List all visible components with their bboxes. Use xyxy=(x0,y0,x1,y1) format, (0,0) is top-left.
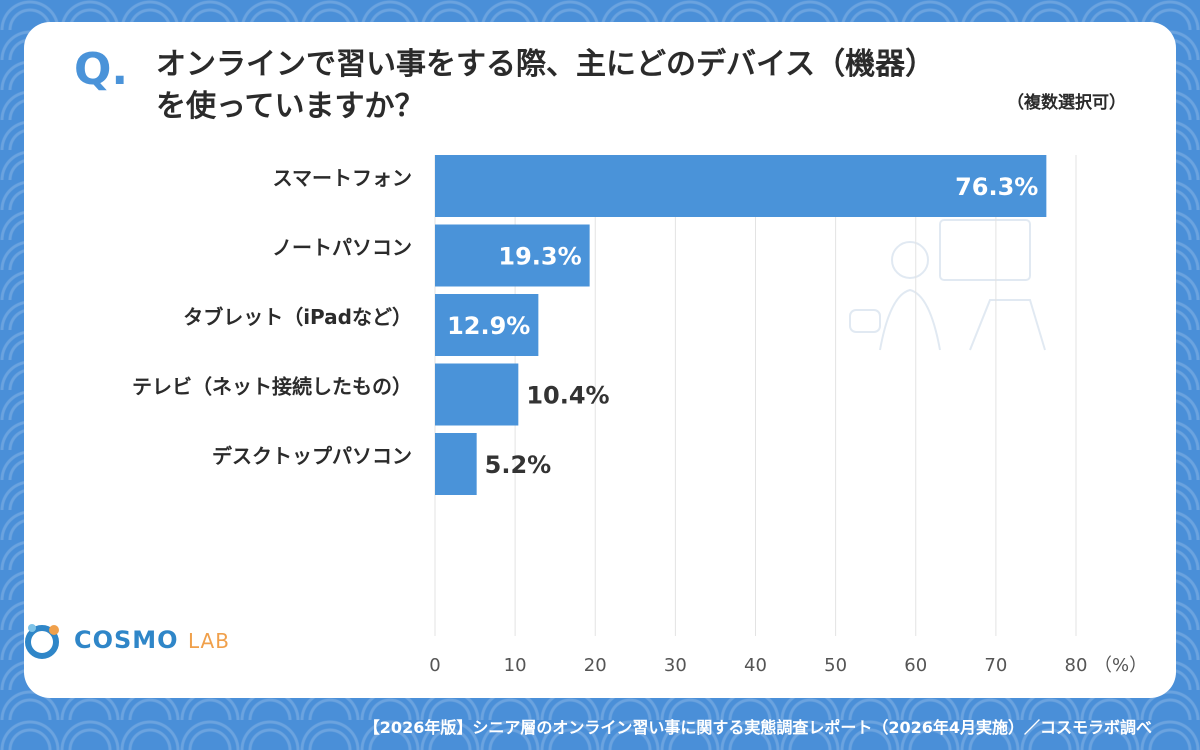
category-label: テレビ（ネット接続したもの） xyxy=(132,375,412,399)
question-title: オンラインで習い事をする際、主にどのデバイス（機器） を使っていますか？ xyxy=(156,44,1056,128)
x-tick-label: 60 xyxy=(904,655,927,676)
logo-text-lab: LAB xyxy=(187,629,230,653)
question-mark: Q. xyxy=(74,44,129,95)
x-tick-label: 70 xyxy=(984,655,1007,676)
chart-card xyxy=(24,22,1176,698)
logo-mark-icon xyxy=(24,620,64,660)
value-label: 5.2% xyxy=(485,451,552,479)
logo-text: COSMO LAB xyxy=(74,626,230,654)
x-tick-label: 40 xyxy=(744,655,767,676)
value-label: 10.4% xyxy=(526,382,609,410)
category-label: デスクトップパソコン xyxy=(212,444,412,468)
x-tick-label: 20 xyxy=(584,655,607,676)
question-title-line-1: オンラインで習い事をする際、主にどのデバイス（機器） xyxy=(156,47,936,82)
bar-4 xyxy=(435,433,477,495)
x-axis-unit: （%） xyxy=(1094,655,1147,676)
value-label: 12.9% xyxy=(447,312,530,340)
bar-0 xyxy=(435,155,1047,217)
question-title-line-2: を使っていますか？ xyxy=(156,89,425,124)
logo-text-cosmo: COSMO xyxy=(74,626,179,654)
multiple-choice-note: （複数選択可） xyxy=(1007,93,1126,113)
person-at-computer-illustration xyxy=(849,219,1046,351)
x-tick-label: 80 xyxy=(1065,655,1088,676)
category-label: ノートパソコン xyxy=(272,236,412,260)
x-tick-label: 30 xyxy=(664,655,687,676)
x-tick-label: 0 xyxy=(429,655,440,676)
x-tick-label: 50 xyxy=(824,655,847,676)
bar-1 xyxy=(435,224,590,287)
category-label: スマートフォン xyxy=(273,166,412,190)
category-label: タブレット（iPadなど） xyxy=(183,305,412,329)
value-label: 19.3% xyxy=(498,243,581,271)
bar-3 xyxy=(435,363,519,426)
value-label: 76.3% xyxy=(955,173,1038,201)
cosmo-lab-logo: COSMO LAB xyxy=(24,620,230,660)
source-footer: 【2026年版】シニア層のオンライン習い事に関する実態調査レポート（2026年4… xyxy=(363,718,1152,737)
bar-2 xyxy=(435,294,539,356)
x-tick-label: 10 xyxy=(504,655,527,676)
